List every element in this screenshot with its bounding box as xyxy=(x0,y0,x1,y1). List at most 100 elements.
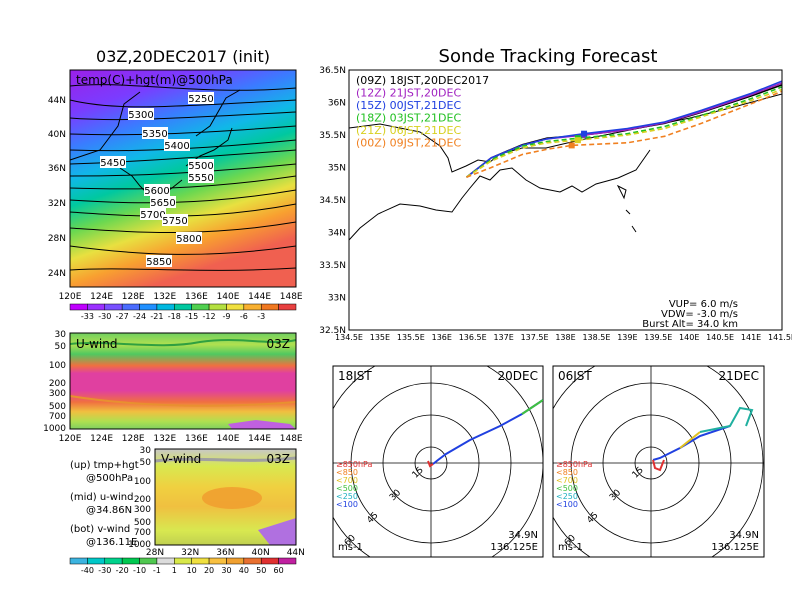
colorbar-swatch xyxy=(278,303,297,311)
contour-label: 5700 xyxy=(140,210,165,221)
lon-tick: 136E xyxy=(185,434,208,444)
lon-tick: 148E xyxy=(280,292,303,302)
pressure-legend-item: <700 xyxy=(556,476,578,485)
pressure-legend-item: <250 xyxy=(556,492,578,501)
legend-line: @136.11E xyxy=(86,537,137,548)
pressure-legend-item: <700 xyxy=(336,476,358,485)
colorbar-tick: -12 xyxy=(203,312,216,321)
polar-right-time: 06JST xyxy=(558,369,592,383)
lon-tick: 134.5E xyxy=(335,333,363,342)
lon-tick: 144E xyxy=(248,434,271,444)
pressure-legend-item: <100 xyxy=(556,500,578,509)
colorbar-swatch xyxy=(208,303,227,311)
v-wind-time: 03Z xyxy=(267,452,291,466)
pressure-legend-item: <250 xyxy=(336,492,358,501)
pressure-tick: 200 xyxy=(134,495,151,505)
colorbar-tick: -21 xyxy=(150,312,163,321)
colorbar-tick: -27 xyxy=(116,312,129,321)
pressure-tick: 50 xyxy=(55,342,67,352)
pressure-tick: 700 xyxy=(134,528,151,538)
legend-line: @34.86N xyxy=(86,505,132,516)
contour-label: 5450 xyxy=(100,158,125,169)
lat-tick: 32N xyxy=(48,199,66,209)
upper-map: temp(C)+hgt(m)@500hPa 5250 5300 5350 540… xyxy=(48,69,303,302)
lat-tick: 40N xyxy=(252,548,270,558)
colorbar-tick: 60 xyxy=(274,566,284,575)
lon-tick: 148E xyxy=(280,434,303,444)
lon-tick: 139E xyxy=(617,333,637,342)
colorbar-tick: -24 xyxy=(133,312,146,321)
colorbar-tick: 20 xyxy=(204,566,214,575)
lon-tick: 124E xyxy=(90,292,113,302)
lon-tick: 138.5E xyxy=(582,333,610,342)
colorbar-tick: -30 xyxy=(98,566,111,575)
contour-label: 5600 xyxy=(144,186,169,197)
polar-right-lat: 34.9N xyxy=(729,530,759,541)
right-title: Sonde Tracking Forecast xyxy=(439,46,658,67)
pressure-tick: 500 xyxy=(49,402,66,412)
burst-marker xyxy=(568,142,575,149)
lat-tick: 28N xyxy=(48,234,66,244)
colorbar-swatch xyxy=(191,303,210,311)
pressure-tick: 30 xyxy=(140,446,152,456)
u-wind-time: 03Z xyxy=(267,337,291,351)
colorbar-swatch xyxy=(191,557,210,565)
lat-tick: 34N xyxy=(328,229,346,239)
colorbar-swatch xyxy=(121,303,140,311)
colorbar-tick: -18 xyxy=(168,312,181,321)
polar-right: 06JST 21DEC 34.9N 136.125E ms-1 15304560… xyxy=(552,365,765,558)
lat-tick: 36.5N xyxy=(319,66,346,76)
pressure-legend-item: <100 xyxy=(336,500,358,509)
lat-tick: 24N xyxy=(48,269,66,279)
burst-marker xyxy=(574,137,581,144)
lon-tick: 144E xyxy=(248,292,271,302)
colorbar-swatch xyxy=(87,303,106,311)
contour-label: 5850 xyxy=(146,257,171,268)
polar-left-date: 20DEC xyxy=(498,369,538,383)
colorbar-swatch xyxy=(260,303,279,311)
u-wind-label: U-wind xyxy=(76,337,117,351)
colorbar-tick: 40 xyxy=(239,566,249,575)
colorbar-tick: -33 xyxy=(81,312,94,321)
pressure-tick: 1000 xyxy=(128,540,151,550)
contour-label: 5250 xyxy=(188,94,213,105)
param-vdw: VDW= -3.0 m/s xyxy=(661,309,738,320)
pressure-legend-item: <500 xyxy=(556,484,578,493)
track-legend-item: (00Z) 09JST,21DEC xyxy=(356,137,461,150)
left-title: 03Z,20DEC2017 (init) xyxy=(96,47,270,66)
colorbar-tick: -9 xyxy=(222,312,230,321)
colorbar-tick: -40 xyxy=(81,566,94,575)
colorbar-tick: 1 xyxy=(172,566,177,575)
lon-tick: 140E xyxy=(679,333,699,342)
param-vup: VUP= 6.0 m/s xyxy=(669,299,738,310)
colorbar-swatch xyxy=(139,557,158,565)
lon-tick: 120E xyxy=(59,292,82,302)
lat-tick: 44N xyxy=(287,548,305,558)
lon-tick: 140E xyxy=(217,434,240,444)
lon-tick: 139.5E xyxy=(644,333,672,342)
colorbar-swatch xyxy=(208,557,227,565)
lon-tick: 141.5E xyxy=(768,333,792,342)
colorbar-tick: -30 xyxy=(98,312,111,321)
lon-tick: 136E xyxy=(185,292,208,302)
pressure-legend-item: <500 xyxy=(336,484,358,493)
pressure-tick: 700 xyxy=(49,412,66,422)
burst-marker xyxy=(581,130,588,137)
lon-tick: 120E xyxy=(59,434,82,444)
legend-line: (up) tmp+hgt xyxy=(70,460,139,471)
lat-tick: 36N xyxy=(328,99,346,109)
colorbar-swatch xyxy=(69,303,88,311)
track-legend-item: (15Z) 00JST,21DEC xyxy=(356,99,461,112)
track-map: 36.5N 36N 35.5N 35N 34.5N 34N 33.5N 33N 32.5N 13… xyxy=(319,66,792,342)
pressure-tick: 300 xyxy=(134,505,151,515)
pressure-tick: 500 xyxy=(134,518,151,528)
lon-tick: 137.5E xyxy=(521,333,549,342)
pressure-tick: 200 xyxy=(49,379,66,389)
lon-tick: 140E xyxy=(217,292,240,302)
wind-colorbar: -40 -30 -20 -10 -1 1 10 20 30 40 50 60 xyxy=(69,557,297,575)
colorbar-swatch xyxy=(226,303,245,311)
pressure-tick: 300 xyxy=(49,389,66,399)
colorbar-swatch xyxy=(104,557,123,565)
